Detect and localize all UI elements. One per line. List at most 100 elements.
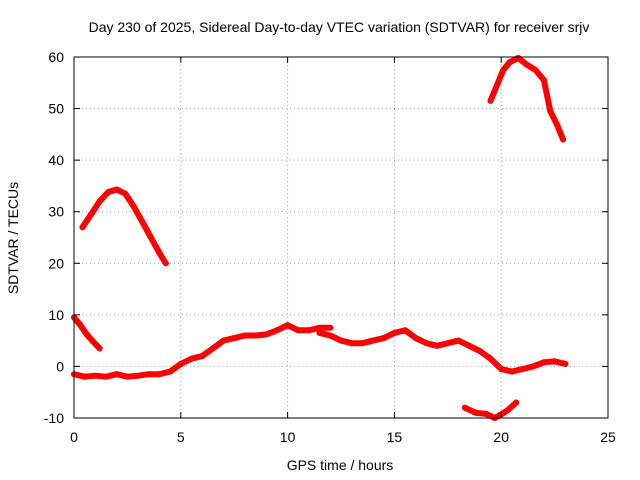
data-point bbox=[523, 61, 530, 68]
data-point bbox=[124, 373, 131, 380]
data-point bbox=[306, 327, 312, 334]
data-point bbox=[316, 324, 323, 331]
data-point bbox=[122, 190, 129, 197]
data-point bbox=[359, 340, 366, 347]
y-tick-label: 60 bbox=[48, 49, 64, 65]
y-tick-label: 0 bbox=[56, 358, 64, 374]
data-point bbox=[81, 373, 88, 380]
data-point bbox=[530, 363, 537, 370]
data-point bbox=[220, 337, 227, 344]
data-point bbox=[135, 372, 142, 379]
data-point bbox=[96, 198, 103, 205]
series-arc-3 bbox=[71, 322, 334, 380]
data-point bbox=[434, 342, 441, 349]
data-point bbox=[560, 136, 567, 143]
x-tick-label: 0 bbox=[70, 429, 78, 445]
data-point bbox=[105, 189, 112, 196]
data-point bbox=[338, 337, 344, 344]
data-point bbox=[444, 340, 451, 347]
x-axis-label: GPS time / hours bbox=[287, 457, 394, 473]
data-point bbox=[316, 329, 323, 336]
data-series bbox=[71, 55, 569, 421]
data-point bbox=[79, 224, 86, 231]
data-point bbox=[241, 332, 248, 339]
data-point bbox=[547, 108, 554, 115]
data-point bbox=[156, 371, 163, 378]
data-point bbox=[532, 66, 539, 73]
data-point bbox=[145, 371, 152, 378]
y-tick-label: 40 bbox=[48, 152, 64, 168]
data-point bbox=[455, 337, 462, 344]
data-point bbox=[508, 368, 515, 375]
data-point bbox=[380, 335, 387, 342]
data-point bbox=[498, 366, 505, 372]
data-point bbox=[487, 355, 494, 362]
data-point bbox=[113, 186, 120, 193]
data-point bbox=[96, 345, 103, 352]
data-point bbox=[504, 407, 511, 414]
data-point bbox=[562, 360, 569, 367]
data-point bbox=[162, 260, 169, 267]
data-point bbox=[167, 368, 174, 375]
y-tick-label: 20 bbox=[48, 255, 64, 271]
data-point bbox=[130, 203, 137, 210]
data-point bbox=[103, 373, 109, 380]
data-point bbox=[551, 358, 558, 365]
chart-title: Day 230 of 2025, Sidereal Day-to-day VTE… bbox=[89, 19, 590, 35]
data-point bbox=[391, 329, 398, 336]
x-tick-label: 5 bbox=[177, 429, 185, 445]
data-point bbox=[483, 410, 490, 417]
data-point bbox=[540, 359, 547, 366]
data-point bbox=[370, 337, 376, 344]
plot-frame bbox=[73, 56, 609, 419]
data-point bbox=[113, 371, 120, 378]
data-point bbox=[156, 250, 163, 256]
y-tick-label: 10 bbox=[48, 307, 64, 323]
data-point bbox=[327, 324, 334, 331]
data-point bbox=[500, 66, 507, 73]
data-point bbox=[231, 335, 238, 342]
y-axis-label: SDTVAR / TECUs bbox=[5, 182, 21, 294]
data-point bbox=[487, 97, 494, 104]
data-point bbox=[466, 342, 473, 349]
data-point bbox=[147, 234, 154, 241]
series-arc-1 bbox=[79, 186, 169, 267]
data-point bbox=[402, 327, 409, 334]
data-point bbox=[90, 338, 97, 345]
data-point bbox=[553, 121, 560, 127]
data-point bbox=[83, 331, 90, 338]
data-point bbox=[506, 59, 513, 66]
data-point bbox=[252, 332, 259, 339]
data-point bbox=[423, 340, 430, 347]
data-point bbox=[412, 335, 419, 342]
data-point bbox=[515, 55, 522, 61]
data-point bbox=[77, 322, 84, 329]
data-point bbox=[92, 372, 99, 379]
y-tick-label: 50 bbox=[48, 101, 64, 117]
data-point bbox=[327, 332, 334, 339]
data-point bbox=[88, 211, 95, 218]
x-tick-label: 10 bbox=[280, 429, 296, 445]
data-point bbox=[476, 348, 483, 354]
data-point bbox=[295, 327, 302, 334]
axis-ticks: 0 5 10 15 20 25 -10 0 10 20 30 40 50 60 bbox=[44, 49, 616, 445]
x-tick-label: 20 bbox=[493, 429, 509, 445]
data-point bbox=[472, 409, 479, 416]
data-point bbox=[199, 353, 206, 360]
x-tick-label: 15 bbox=[387, 429, 403, 445]
data-point bbox=[263, 331, 270, 338]
data-point bbox=[540, 77, 547, 84]
y-tick-label: -10 bbox=[44, 410, 64, 426]
series-arc-4 bbox=[316, 327, 569, 375]
data-point bbox=[461, 404, 468, 411]
data-point bbox=[139, 219, 146, 225]
data-point bbox=[513, 399, 520, 406]
data-point bbox=[348, 340, 355, 347]
data-point bbox=[519, 366, 526, 372]
data-point bbox=[188, 355, 195, 362]
data-point bbox=[273, 327, 280, 334]
y-tick-label: 30 bbox=[48, 204, 64, 220]
data-point bbox=[177, 360, 184, 367]
x-tick-label: 25 bbox=[600, 429, 616, 445]
